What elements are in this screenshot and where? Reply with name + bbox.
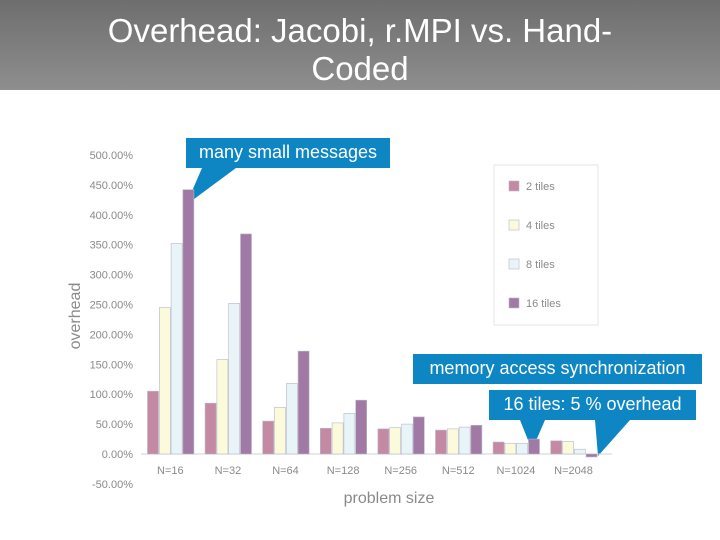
callout-small-messages: many small messages xyxy=(186,138,390,168)
y-tick-label: 500.00% xyxy=(90,150,134,162)
bar xyxy=(446,428,459,455)
callout-small-messages-text: many small messages xyxy=(198,142,378,162)
y-axis-title: overhead xyxy=(67,283,84,350)
x-axis-title: problem size xyxy=(344,490,435,507)
callout-memory-access: memory access synchronization xyxy=(413,354,702,384)
legend-label: 16 tiles xyxy=(526,298,561,310)
bar xyxy=(182,189,195,455)
bar xyxy=(412,416,425,455)
y-tick-label: 50.00% xyxy=(96,419,134,431)
callout-sixteen-tiles-text: 16 tiles: 5 % overhead xyxy=(503,394,682,414)
callout-memory-access-text: memory access synchronization xyxy=(429,358,686,378)
x-tick-label: N=32 xyxy=(215,465,242,477)
bar xyxy=(355,399,368,455)
x-tick-label: N=128 xyxy=(327,465,360,477)
bar xyxy=(274,407,286,455)
bar xyxy=(550,440,563,455)
slide-title: Overhead: Jacobi, r.MPI vs. Hand- Coded xyxy=(0,12,720,88)
bar xyxy=(516,442,529,455)
bar xyxy=(492,441,505,455)
bar xyxy=(285,383,298,455)
bar xyxy=(240,233,252,455)
bar xyxy=(389,427,402,455)
legend-swatch xyxy=(508,297,520,309)
y-tick-label: 0.00% xyxy=(102,449,133,461)
bar xyxy=(377,428,390,455)
x-tick-label: N=1024 xyxy=(496,465,535,477)
bar xyxy=(228,303,240,455)
title-band xyxy=(0,0,720,90)
y-tick-label: 200.00% xyxy=(90,329,134,341)
x-tick-label: N=256 xyxy=(384,465,417,477)
x-tick-label: N=64 xyxy=(272,465,299,477)
bar xyxy=(343,413,356,455)
y-tick-label: 250.00% xyxy=(90,300,134,312)
callout-memory-access-pointer xyxy=(595,420,630,456)
bar xyxy=(319,427,332,455)
y-tick-label: 150.00% xyxy=(90,359,134,371)
bar xyxy=(331,422,344,455)
bar xyxy=(528,438,540,455)
y-tick-label: 350.00% xyxy=(90,240,134,252)
bar xyxy=(147,390,159,455)
bar xyxy=(573,448,586,455)
bar xyxy=(470,424,483,455)
bar xyxy=(562,441,574,455)
legend-swatch xyxy=(508,258,520,270)
x-tick-label: N=2048 xyxy=(554,465,593,477)
y-tick-label: 100.00% xyxy=(90,389,134,401)
slide-title-line-2: Coded xyxy=(311,50,409,87)
bar xyxy=(297,350,310,455)
y-tick-label: 400.00% xyxy=(90,210,134,222)
bar xyxy=(458,426,471,455)
callout-sixteen-tiles: 16 tiles: 5 % overhead xyxy=(489,390,696,420)
bar xyxy=(262,420,275,455)
legend-swatch xyxy=(508,180,520,192)
callout-sixteen-tiles-pointer xyxy=(520,420,545,450)
legend-label: 8 tiles xyxy=(526,259,555,271)
bar xyxy=(204,402,217,455)
bar xyxy=(504,442,517,455)
x-tick-label: N=16 xyxy=(157,465,184,477)
bar xyxy=(585,453,598,458)
x-tick-label: N=512 xyxy=(442,465,475,477)
y-tick-label: 300.00% xyxy=(90,270,134,282)
legend-label: 4 tiles xyxy=(526,220,555,232)
bar xyxy=(170,243,183,455)
legend-label: 2 tiles xyxy=(526,181,555,193)
bar xyxy=(401,423,413,455)
bar xyxy=(159,307,171,455)
legend-swatch xyxy=(508,219,520,231)
y-tick-label: 450.00% xyxy=(90,180,134,192)
callout-small-messages-pointer xyxy=(186,168,236,205)
y-tick-label: -50.00% xyxy=(92,479,133,491)
slide-title-line-1: Overhead: Jacobi, r.MPI vs. Hand- xyxy=(107,12,613,49)
bar xyxy=(435,429,447,455)
bar xyxy=(216,359,229,455)
